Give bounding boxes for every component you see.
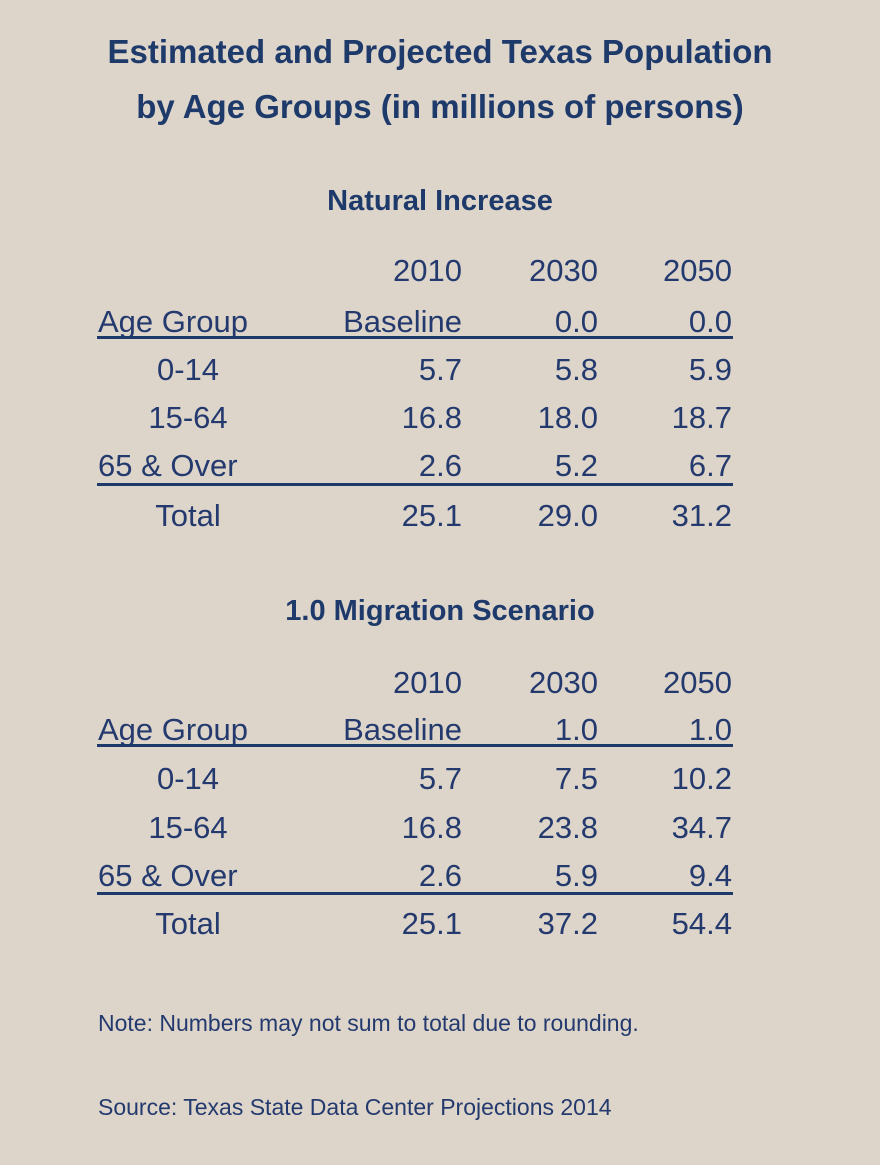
rate-2030-header: 1.0 <box>554 712 598 747</box>
header-underline <box>97 744 733 747</box>
table-cell: 18.7 <box>671 400 732 435</box>
table-cell: 34.7 <box>671 810 732 845</box>
year-2050-header: 2050 <box>663 253 732 288</box>
table-cell: 2.6 <box>418 858 462 893</box>
table-cell: 16.8 <box>401 400 462 435</box>
table-cell: 16.8 <box>401 810 462 845</box>
table-cell: 2.6 <box>418 448 462 483</box>
table-cell: 18.0 <box>537 400 598 435</box>
table-cell: 5.2 <box>554 448 598 483</box>
row-label-0-14: 0-14 <box>156 761 220 796</box>
table-cell: 5.8 <box>554 352 598 387</box>
rate-2050-header: 1.0 <box>688 712 732 747</box>
total-cell: 37.2 <box>537 906 598 941</box>
total-label: Total <box>155 498 221 533</box>
total-label: Total <box>155 906 221 941</box>
table-cell: 23.8 <box>537 810 598 845</box>
migration-scenario-title: 1.0 Migration Scenario <box>285 595 595 627</box>
table-cell: 7.5 <box>554 761 598 796</box>
main-title-line-1: Estimated and Projected Texas Population <box>107 33 773 70</box>
year-2030-header: 2030 <box>529 253 598 288</box>
year-2050-header: 2050 <box>663 665 732 700</box>
table-cell: 5.7 <box>418 761 462 796</box>
rate-2030-header: 0.0 <box>554 304 598 339</box>
baseline-header: Baseline <box>343 304 462 339</box>
total-rule <box>97 483 733 486</box>
source-note: Source: Texas State Data Center Projecti… <box>98 1094 612 1120</box>
header-underline <box>97 336 733 339</box>
row-label-15-64: 15-64 <box>148 400 228 435</box>
total-cell: 54.4 <box>671 906 732 941</box>
total-cell: 29.0 <box>537 498 598 533</box>
total-rule <box>97 892 733 895</box>
baseline-header: Baseline <box>343 712 462 747</box>
total-cell: 25.1 <box>401 906 462 941</box>
row-label-0-14: 0-14 <box>156 352 220 387</box>
rounding-note: Note: Numbers may not sum to total due t… <box>98 1010 639 1036</box>
natural-increase-title: Natural Increase <box>327 185 553 217</box>
main-title-line-2: by Age Groups (in millions of persons) <box>136 88 744 125</box>
table-cell: 10.2 <box>671 761 732 796</box>
total-cell: 25.1 <box>401 498 462 533</box>
row-label-65-over: 65 & Over <box>98 858 238 893</box>
row-label-15-64: 15-64 <box>148 810 228 845</box>
table-cell: 5.7 <box>418 352 462 387</box>
table-cell: 6.7 <box>688 448 732 483</box>
table-cell: 5.9 <box>554 858 598 893</box>
row-label-65-over: 65 & Over <box>98 448 238 483</box>
year-2010-header: 2010 <box>393 665 462 700</box>
table-cell: 5.9 <box>688 352 732 387</box>
rate-2050-header: 0.0 <box>688 304 732 339</box>
total-cell: 31.2 <box>671 498 732 533</box>
age-group-header: Age Group <box>98 712 248 747</box>
age-group-header: Age Group <box>98 304 248 339</box>
table-cell: 9.4 <box>688 858 732 893</box>
year-2030-header: 2030 <box>529 665 598 700</box>
year-2010-header: 2010 <box>393 253 462 288</box>
